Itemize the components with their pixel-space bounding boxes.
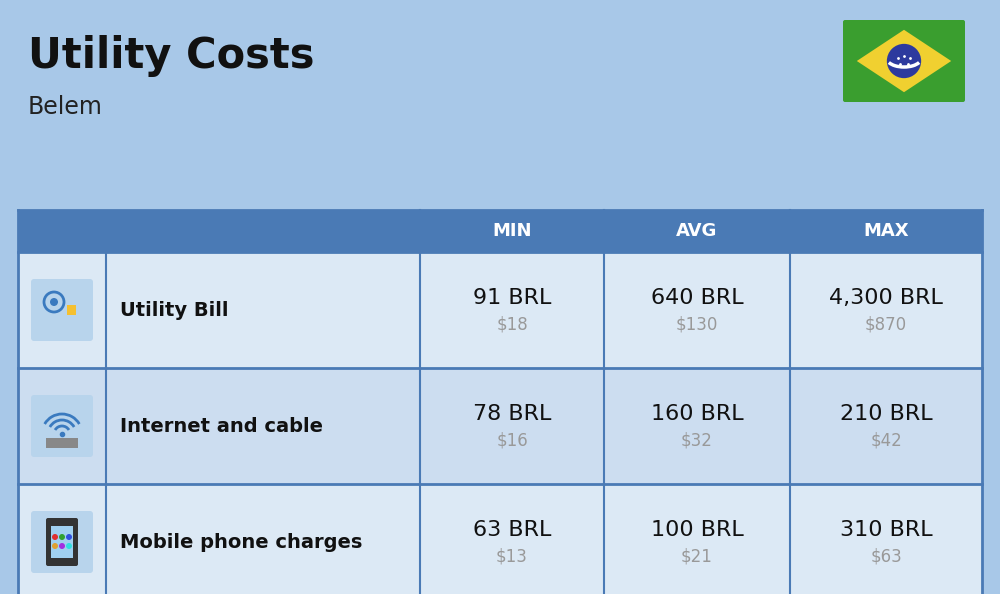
Text: MIN: MIN xyxy=(492,222,532,240)
Text: Internet and cable: Internet and cable xyxy=(120,416,323,435)
Text: $13: $13 xyxy=(496,547,528,565)
Text: 91 BRL: 91 BRL xyxy=(473,288,551,308)
Circle shape xyxy=(52,534,58,540)
Text: $130: $130 xyxy=(676,315,718,333)
Bar xyxy=(46,438,78,448)
Text: Utility Costs: Utility Costs xyxy=(28,35,314,77)
Polygon shape xyxy=(857,30,951,92)
Circle shape xyxy=(59,534,65,540)
FancyBboxPatch shape xyxy=(843,20,965,102)
Text: $21: $21 xyxy=(681,547,713,565)
Text: 63 BRL: 63 BRL xyxy=(473,520,551,540)
Text: Mobile phone charges: Mobile phone charges xyxy=(120,532,362,551)
Text: 4,300 BRL: 4,300 BRL xyxy=(829,288,943,308)
Bar xyxy=(18,252,982,368)
Text: 310 BRL: 310 BRL xyxy=(840,520,932,540)
FancyBboxPatch shape xyxy=(31,511,93,573)
Bar xyxy=(18,368,982,484)
FancyBboxPatch shape xyxy=(31,279,93,341)
Bar xyxy=(51,526,73,558)
FancyBboxPatch shape xyxy=(46,518,78,566)
Bar xyxy=(18,484,982,594)
Text: AVG: AVG xyxy=(676,222,718,240)
Text: Belem: Belem xyxy=(28,95,103,119)
Text: Utility Bill: Utility Bill xyxy=(120,301,228,320)
Text: $32: $32 xyxy=(681,431,713,449)
Circle shape xyxy=(59,543,65,549)
Circle shape xyxy=(52,543,58,549)
Text: $870: $870 xyxy=(865,315,907,333)
Text: 640 BRL: 640 BRL xyxy=(651,288,743,308)
Text: 78 BRL: 78 BRL xyxy=(473,404,551,424)
Text: 210 BRL: 210 BRL xyxy=(840,404,932,424)
Text: $63: $63 xyxy=(870,547,902,565)
Text: $18: $18 xyxy=(496,315,528,333)
Text: $16: $16 xyxy=(496,431,528,449)
Text: MAX: MAX xyxy=(863,222,909,240)
Text: 100 BRL: 100 BRL xyxy=(651,520,743,540)
FancyBboxPatch shape xyxy=(31,395,93,457)
Bar xyxy=(18,210,982,252)
Circle shape xyxy=(66,534,72,540)
Circle shape xyxy=(66,543,72,549)
Circle shape xyxy=(50,298,58,306)
Text: 160 BRL: 160 BRL xyxy=(651,404,743,424)
Polygon shape xyxy=(67,305,76,315)
Circle shape xyxy=(887,44,921,78)
Text: $42: $42 xyxy=(870,431,902,449)
